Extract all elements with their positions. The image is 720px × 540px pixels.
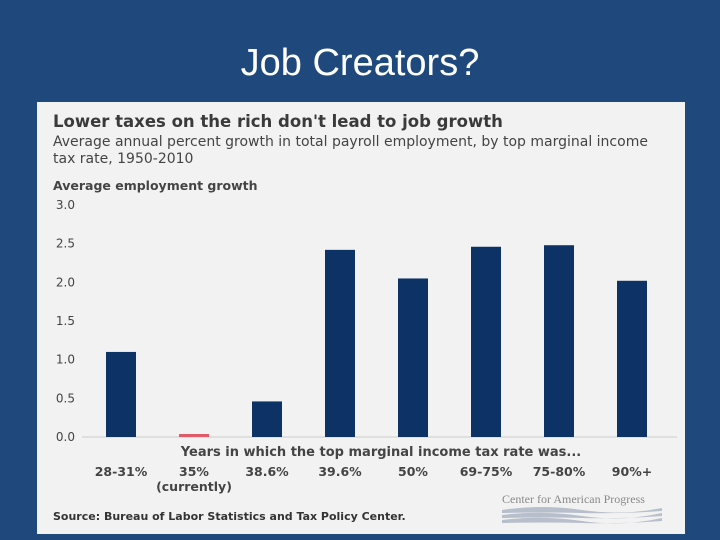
chart-panel: Lower taxes on the rich don't lead to jo… <box>37 102 685 534</box>
bar-6 <box>544 245 574 437</box>
y-tick-label: 1.0 <box>56 353 75 367</box>
y-tick-label: 1.5 <box>56 314 75 328</box>
chart-subtitle: Average annual percent growth in total p… <box>53 134 648 167</box>
x-tick-label: 50% <box>398 464 428 479</box>
x-tick-label: 90%+ <box>612 464 652 479</box>
y-tick-label: 2.5 <box>56 237 75 251</box>
slide-title: Job Creators? <box>240 42 480 84</box>
source-note: Source: Bureau of Labor Statistics and T… <box>53 510 406 523</box>
cap-logo: Center for American Progress <box>502 492 672 526</box>
bar-1 <box>179 434 209 437</box>
y-tick-label: 3.0 <box>56 198 75 212</box>
x-tick-label: 28-31% <box>95 464 148 479</box>
bar-5 <box>471 246 501 437</box>
flag-stripes-icon <box>502 507 662 524</box>
x-tick-label: 69-75% <box>460 464 513 479</box>
y-tick-label: 0.0 <box>56 430 75 444</box>
logo-text: Center for American Progress <box>502 492 645 506</box>
bar-chart: 0.0 0.5 1.0 1.5 2.0 2.5 3.0 28-31% 35%(currently… <box>56 198 677 494</box>
x-tick-note: (currently) <box>156 479 232 494</box>
bar-0 <box>106 351 136 437</box>
bar-7 <box>617 280 647 437</box>
y-axis-label: Average employment growth <box>53 178 258 193</box>
bar-3 <box>325 249 355 437</box>
y-tick-label: 2.0 <box>56 275 75 289</box>
x-tick-label: 35% <box>179 464 209 479</box>
x-axis-label: Years in which the top marginal income t… <box>180 445 582 460</box>
bar-2 <box>252 401 282 437</box>
x-tick-label: 75-80% <box>533 464 586 479</box>
y-tick-label: 0.5 <box>56 391 75 405</box>
x-tick-label: 38.6% <box>245 464 289 479</box>
x-tick-label: 39.6% <box>318 464 362 479</box>
chart-title: Lower taxes on the rich don't lead to jo… <box>53 112 503 131</box>
bar-4 <box>398 278 428 437</box>
